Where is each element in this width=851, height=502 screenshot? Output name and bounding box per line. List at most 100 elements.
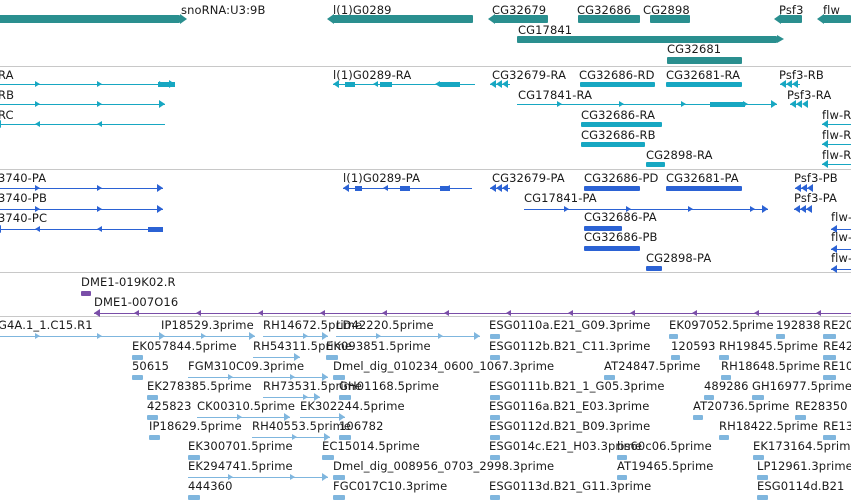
proteins-label-3740-pa[interactable]: 3740-PA — [0, 171, 47, 185]
ests-label-ek294741-5prime[interactable]: EK294741.5prime — [188, 459, 293, 473]
ests-label-at19465-5prime[interactable]: AT19465.5prime — [617, 459, 714, 473]
proteins-label-flw-pc[interactable]: flw-PC — [831, 251, 851, 265]
oligos-label-dme1-007o16[interactable]: DME1-007O16 — [94, 295, 179, 309]
oligos-label-dme1-019k02-r[interactable]: DME1-019K02.R — [81, 275, 176, 289]
ests-label-esg014c-e21-h03-3prime[interactable]: ESG014c.E21_H03.3prime — [489, 439, 643, 453]
ests-label-425823[interactable]: 425823 — [147, 399, 192, 413]
ests-label-rh40553-5prime[interactable]: RH40553.5prime — [252, 419, 352, 433]
ests-label-ip18629-5prime[interactable]: IP18629.5prime — [149, 419, 242, 433]
ests-label-ec15014-5prime[interactable]: EC15014.5prime — [322, 439, 420, 453]
ests-label-esg0116a-b21-e03-3prime[interactable]: ESG0116a.B21_E03.3prime — [489, 399, 650, 413]
ests-label-rh19845-5prime[interactable]: RH19845.5prime — [719, 339, 819, 353]
arrowhead-left-icon — [774, 14, 781, 24]
ests-label-rh73531-5prime[interactable]: RH73531.5prime — [263, 379, 363, 393]
ests-label-192838[interactable]: 192838 — [776, 318, 821, 332]
ests-label-esg0111b-b21-1-g05-3prime[interactable]: ESG0111b.B21_1_G05.3prime — [489, 379, 665, 393]
proteins-label-l-1-g0289-pa[interactable]: l(1)G0289-PA — [343, 171, 421, 185]
ests-label-rh18422-5prime[interactable]: RH18422.5prime — [719, 419, 819, 433]
transcripts-label-cg32686-rd[interactable]: CG32686-RD — [579, 68, 655, 82]
ests-label-at24847-5prime[interactable]: AT24847.5prime — [604, 359, 701, 373]
genes-label-snorna-u3-9b[interactable]: snoRNA:U3:9B — [181, 3, 266, 17]
ests-label-re42[interactable]: RE42 — [823, 339, 851, 353]
proteins-label-psf3-pa[interactable]: Psf3-PA — [794, 191, 838, 205]
genes-label-cg32686[interactable]: CG32686 — [577, 3, 632, 17]
proteins-label-cg17841-pa[interactable]: CG17841-PA — [524, 191, 597, 205]
ests-label-rh18648-5prime[interactable]: RH18648.5prime — [721, 359, 821, 373]
ests-label-fgm310c09-3prime[interactable]: FGM310C09.3prime — [188, 359, 305, 373]
genes-label-l-1-g0289[interactable]: l(1)G0289 — [333, 3, 392, 17]
ests-label-ek093851-5prime[interactable]: EK093851.5prime — [326, 339, 431, 353]
ests-label-ek300701-5prime[interactable]: EK300701.5prime — [188, 439, 293, 453]
transcripts-label-psf3-ra[interactable]: Psf3-RA — [787, 88, 832, 102]
ests-label-esg0113d-b21-g11-3prime[interactable]: ESG0113d.B21_G11.3prime — [489, 479, 652, 493]
ests-label-esg0112b-b21-c11-3prime[interactable]: ESG0112b.B21_C11.3prime — [489, 339, 651, 353]
ests-label-106782[interactable]: 106782 — [339, 419, 384, 433]
ests-label-444360[interactable]: 444360 — [188, 479, 233, 493]
ests-label-rh14672-5prime[interactable]: RH14672.5prime — [263, 318, 363, 332]
transcripts-label-ra[interactable]: RA — [0, 68, 14, 82]
proteins-label-3740-pb[interactable]: 3740-PB — [0, 191, 47, 205]
ests-label-re13[interactable]: RE13 — [823, 419, 851, 433]
proteins-label-psf3-pb[interactable]: Psf3-PB — [794, 171, 838, 185]
transcripts-label-cg17841-ra[interactable]: CG17841-RA — [518, 88, 593, 102]
ests-label-ek057844-5prime[interactable]: EK057844.5prime — [132, 339, 237, 353]
transcripts-label-cg32679-ra[interactable]: CG32679-RA — [492, 68, 567, 82]
ests-label-gh16977-5prime[interactable]: GH16977.5prime — [752, 379, 851, 393]
proteins-label-flw-pb[interactable]: flw-PB — [831, 230, 851, 244]
ests-label-g4a-1-1-c15-r1[interactable]: G4A.1_1.C15.R1 — [0, 318, 93, 332]
proteins-label-flw-pa[interactable]: flw-PA — [831, 210, 851, 224]
feature-line — [822, 143, 851, 145]
transcripts-label-cg32686-rb[interactable]: CG32686-RB — [581, 128, 656, 142]
ests-label-esg0112d-b21-b09-3prime[interactable]: ESG0112d.B21_B09.3prime — [489, 419, 651, 433]
ests-label-ck00310-5prime[interactable]: CK00310.5prime — [197, 399, 296, 413]
feature-line — [831, 248, 851, 250]
ests-label-ek302244-5prime[interactable]: EK302244.5prime — [300, 399, 405, 413]
feature-bar — [147, 394, 158, 400]
ests-label-esg0114d-b21[interactable]: ESG0114d.B21 — [757, 479, 845, 493]
transcripts-label-cg32686-ra[interactable]: CG32686-RA — [581, 108, 656, 122]
proteins-label-cg32686-pd[interactable]: CG32686-PD — [584, 171, 659, 185]
ests-label-lp12961-3prime[interactable]: LP12961.3prime — [757, 459, 851, 473]
ests-label-ek278385-5prime[interactable]: EK278385.5prime — [147, 379, 252, 393]
transcripts-label-psf3-rb[interactable]: Psf3-RB — [779, 68, 824, 82]
proteins-label-cg32686-pa[interactable]: CG32686-PA — [584, 210, 657, 224]
proteins-label-cg32681-pa[interactable]: CG32681-PA — [666, 171, 739, 185]
transcripts-label-flw-ra[interactable]: flw-RA — [822, 108, 851, 122]
genes-label-cg32679[interactable]: CG32679 — [492, 3, 547, 17]
ests-label-ip18529-3prime[interactable]: IP18529.3prime — [161, 318, 254, 332]
transcripts-label-cg32681-ra[interactable]: CG32681-RA — [666, 68, 741, 82]
proteins-label-cg2898-pa[interactable]: CG2898-PA — [646, 251, 712, 265]
ests-label-ld42220-5prime[interactable]: LD42220.5prime — [336, 318, 434, 332]
genes-label-psf3[interactable]: Psf3 — [779, 3, 804, 17]
transcripts-label-l-1-g0289-ra[interactable]: l(1)G0289-RA — [333, 68, 412, 82]
genes-label-cg17841[interactable]: CG17841 — [518, 23, 573, 37]
ests-label-re20[interactable]: RE20 — [823, 318, 851, 332]
ests-label-gh01168-5prime[interactable]: GH01168.5prime — [339, 379, 440, 393]
ests-label-fgc017c10-3prime[interactable]: FGC017C10.3prime — [333, 479, 448, 493]
ests-label-ek097052-5prime[interactable]: EK097052.5prime — [669, 318, 774, 332]
ests-label-120593[interactable]: 120593 — [671, 339, 716, 353]
ests-label-dmel-dig-010234-0600-1067-3prime[interactable]: Dmel_dig_010234_0600_1067.3prime — [333, 359, 555, 373]
genes-label-cg2898[interactable]: CG2898 — [643, 3, 690, 17]
transcripts-label-flw-rb[interactable]: flw-RB — [822, 128, 851, 142]
proteins-label-cg32686-pb[interactable]: CG32686-PB — [584, 230, 658, 244]
ests-label-re10[interactable]: RE10 — [823, 359, 851, 373]
transcripts-label-rc[interactable]: RC — [0, 108, 14, 122]
proteins-label-cg32679-pa[interactable]: CG32679-PA — [492, 171, 565, 185]
ests-label-re28350[interactable]: RE28350 — [795, 399, 848, 413]
ests-label-esg0110a-e21-g09-3prime[interactable]: ESG0110a.E21_G09.3prime — [489, 318, 651, 332]
ests-label-at20736-5prime[interactable]: AT20736.5prime — [693, 399, 790, 413]
genes-label-cg32681[interactable]: CG32681 — [667, 42, 722, 56]
transcripts-label-cg2898-ra[interactable]: CG2898-RA — [646, 148, 713, 162]
ests-label-ek173164-5prime[interactable]: EK173164.5prime — [753, 439, 851, 453]
transcripts-label-flw-rc[interactable]: flw-RC — [822, 148, 851, 162]
arrow-left-icon — [435, 81, 440, 87]
genes-label-flw[interactable]: flw — [823, 3, 840, 17]
ests-label-rh54311-5prime[interactable]: RH54311.5prime — [253, 339, 353, 353]
ests-label-bs60c06-5prime[interactable]: bs60c06.5prime — [617, 439, 712, 453]
proteins-label-3740-pc[interactable]: 3740-PC — [0, 211, 48, 225]
ests-label-dmel-dig-008956-0703-2998-3prime[interactable]: Dmel_dig_008956_0703_2998.3prime — [333, 459, 555, 473]
ests-label-489286[interactable]: 489286 — [704, 379, 749, 393]
transcripts-label-rb[interactable]: RB — [0, 88, 15, 102]
ests-label-50615[interactable]: 50615 — [132, 359, 170, 373]
